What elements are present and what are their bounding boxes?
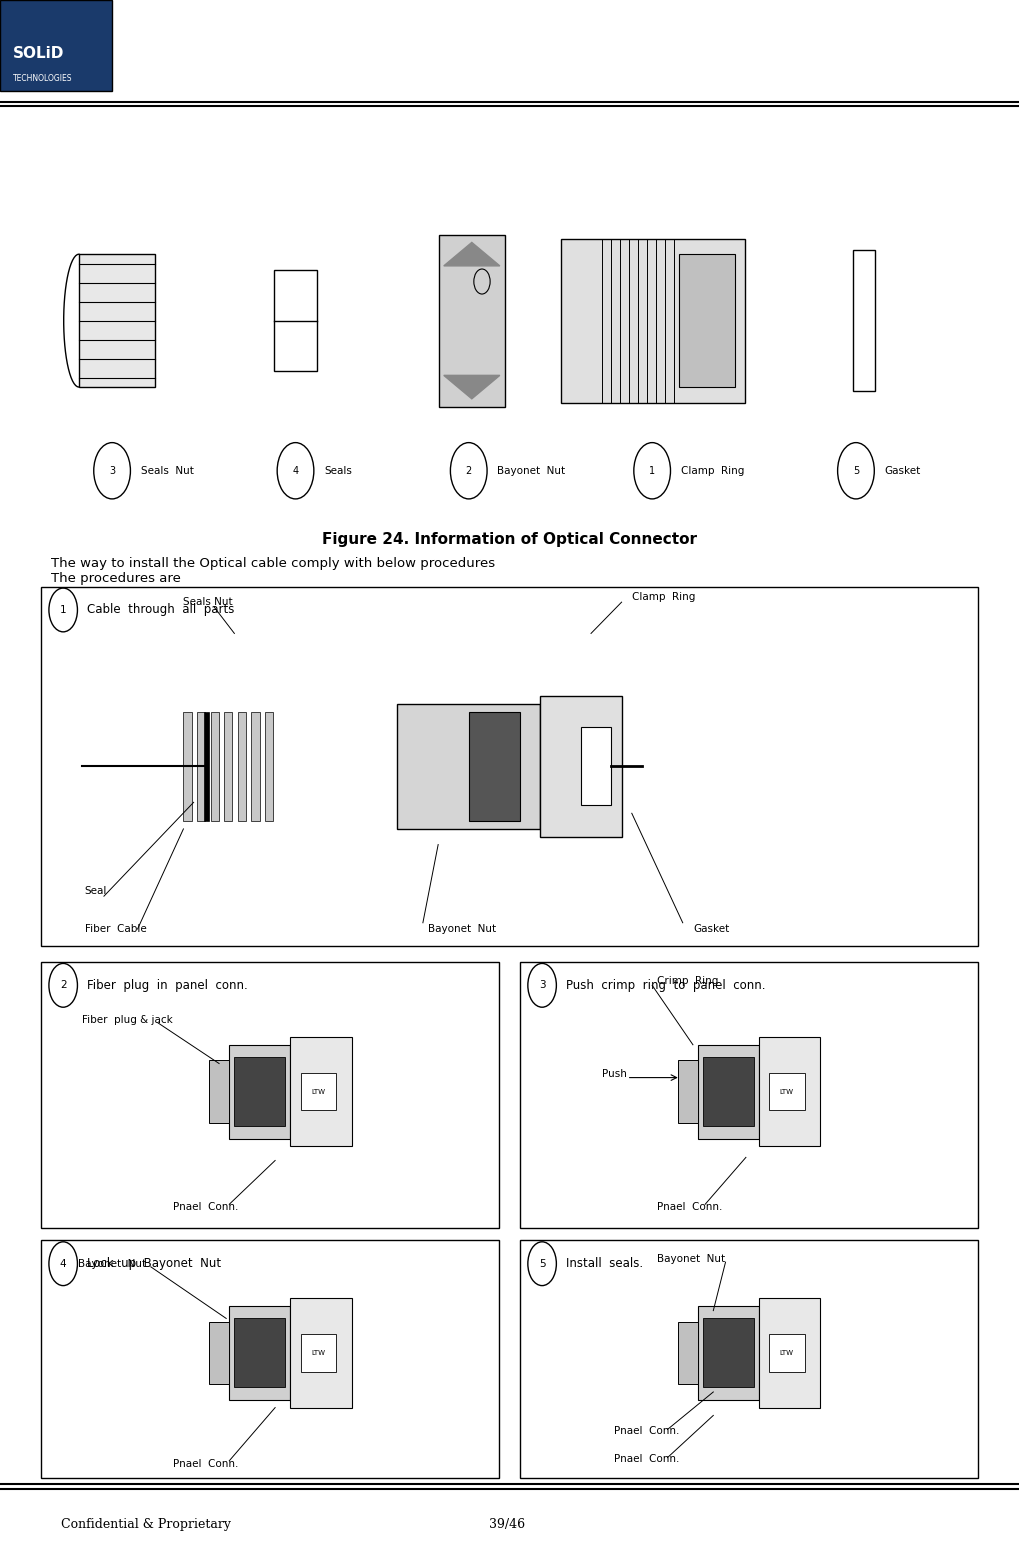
Bar <box>237 712 246 821</box>
Text: Fiber  plug & jack: Fiber plug & jack <box>82 1015 172 1024</box>
FancyBboxPatch shape <box>581 727 611 805</box>
Text: Lock  up  Bayonet  Nut: Lock up Bayonet Nut <box>87 1257 221 1270</box>
FancyBboxPatch shape <box>703 1318 754 1387</box>
Polygon shape <box>443 375 500 399</box>
FancyBboxPatch shape <box>678 1060 698 1123</box>
FancyBboxPatch shape <box>209 1322 229 1384</box>
FancyBboxPatch shape <box>41 962 499 1228</box>
FancyBboxPatch shape <box>703 1057 754 1126</box>
FancyBboxPatch shape <box>769 1073 805 1110</box>
Bar <box>211 712 219 821</box>
Text: Bayonet  Nut: Bayonet Nut <box>78 1259 147 1268</box>
Bar <box>265 712 273 821</box>
FancyBboxPatch shape <box>229 1306 290 1400</box>
Bar <box>252 712 260 821</box>
Text: SOLiD: SOLiD <box>13 45 64 61</box>
Text: Pnael  Conn.: Pnael Conn. <box>614 1455 680 1464</box>
FancyBboxPatch shape <box>438 235 504 407</box>
FancyBboxPatch shape <box>759 1037 820 1146</box>
Text: Pnael  Conn.: Pnael Conn. <box>173 1203 238 1212</box>
FancyBboxPatch shape <box>698 1306 759 1400</box>
Text: Install  seals.: Install seals. <box>566 1257 643 1270</box>
Text: LTW: LTW <box>780 1089 794 1095</box>
Text: 3: 3 <box>539 981 545 990</box>
Text: LTW: LTW <box>780 1350 794 1356</box>
Text: LTW: LTW <box>311 1089 325 1095</box>
Text: 39/46: 39/46 <box>489 1519 525 1531</box>
FancyBboxPatch shape <box>301 1334 336 1372</box>
Text: Pnael  Conn.: Pnael Conn. <box>173 1459 238 1469</box>
Text: Seal: Seal <box>85 887 107 896</box>
Text: 4: 4 <box>60 1259 66 1268</box>
Bar <box>224 712 232 821</box>
FancyBboxPatch shape <box>204 712 209 821</box>
Text: 3: 3 <box>109 466 115 475</box>
Text: 1: 1 <box>649 466 655 475</box>
FancyBboxPatch shape <box>678 1322 698 1384</box>
Text: Seals  Nut: Seals Nut <box>141 466 194 475</box>
FancyBboxPatch shape <box>234 1057 285 1126</box>
FancyBboxPatch shape <box>274 269 317 371</box>
FancyBboxPatch shape <box>301 1073 336 1110</box>
FancyBboxPatch shape <box>397 704 540 829</box>
Text: Fiber  plug  in  panel  conn.: Fiber plug in panel conn. <box>87 979 248 992</box>
FancyBboxPatch shape <box>41 586 978 946</box>
Text: 2: 2 <box>60 981 66 990</box>
Text: Bayonet  Nut: Bayonet Nut <box>428 924 496 934</box>
Text: Fiber  Cable: Fiber Cable <box>85 924 147 934</box>
Bar <box>197 712 205 821</box>
Text: TECHNOLOGIES: TECHNOLOGIES <box>13 74 72 83</box>
Text: Bayonet  Nut: Bayonet Nut <box>497 466 566 475</box>
Text: 5: 5 <box>539 1259 545 1268</box>
FancyBboxPatch shape <box>234 1318 285 1387</box>
FancyBboxPatch shape <box>679 253 735 386</box>
FancyBboxPatch shape <box>79 253 156 386</box>
Text: Confidential & Proprietary: Confidential & Proprietary <box>61 1519 231 1531</box>
Text: Seals: Seals <box>324 466 352 475</box>
Text: 2: 2 <box>466 466 472 475</box>
Text: 4: 4 <box>292 466 299 475</box>
FancyBboxPatch shape <box>469 712 520 821</box>
FancyBboxPatch shape <box>520 962 978 1228</box>
Text: Clamp  Ring: Clamp Ring <box>632 593 695 602</box>
FancyBboxPatch shape <box>290 1298 352 1408</box>
Text: 1: 1 <box>60 605 66 615</box>
Text: The procedures are: The procedures are <box>51 572 180 585</box>
Text: Gasket: Gasket <box>693 924 730 934</box>
FancyBboxPatch shape <box>229 1045 290 1139</box>
FancyBboxPatch shape <box>520 1240 978 1478</box>
FancyBboxPatch shape <box>290 1037 352 1146</box>
FancyBboxPatch shape <box>209 1060 229 1123</box>
FancyBboxPatch shape <box>769 1334 805 1372</box>
Text: Cable  through  all  parts: Cable through all parts <box>87 604 234 616</box>
Text: Push: Push <box>602 1070 627 1079</box>
FancyBboxPatch shape <box>540 696 622 837</box>
Text: Push  crimp  ring  to  panel  conn.: Push crimp ring to panel conn. <box>566 979 765 992</box>
Text: Seals Nut: Seals Nut <box>183 597 233 607</box>
Text: Gasket: Gasket <box>884 466 921 475</box>
FancyBboxPatch shape <box>698 1045 759 1139</box>
Text: Figure 24. Information of Optical Connector: Figure 24. Information of Optical Connec… <box>322 532 697 547</box>
Text: LTW: LTW <box>311 1350 325 1356</box>
Text: Crimp  Ring: Crimp Ring <box>657 976 718 985</box>
FancyBboxPatch shape <box>561 238 745 402</box>
Text: Bayonet  Nut: Bayonet Nut <box>657 1254 726 1264</box>
FancyBboxPatch shape <box>853 250 875 391</box>
FancyBboxPatch shape <box>759 1298 820 1408</box>
Text: Pnael  Conn.: Pnael Conn. <box>614 1426 680 1436</box>
Text: The way to install the Optical cable comply with below procedures: The way to install the Optical cable com… <box>51 557 495 569</box>
Text: 5: 5 <box>853 466 859 475</box>
Bar <box>183 712 192 821</box>
Text: Pnael  Conn.: Pnael Conn. <box>657 1203 722 1212</box>
Polygon shape <box>443 242 500 266</box>
Text: Clamp  Ring: Clamp Ring <box>681 466 744 475</box>
FancyBboxPatch shape <box>0 0 112 91</box>
FancyBboxPatch shape <box>41 1240 499 1478</box>
